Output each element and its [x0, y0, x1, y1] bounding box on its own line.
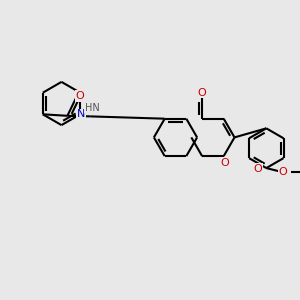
- Text: O: O: [254, 164, 262, 174]
- Text: O: O: [76, 91, 84, 101]
- Text: HN: HN: [85, 103, 100, 113]
- Text: N: N: [76, 109, 85, 119]
- Text: O: O: [278, 167, 287, 177]
- Text: O: O: [220, 158, 229, 168]
- Text: O: O: [198, 88, 206, 98]
